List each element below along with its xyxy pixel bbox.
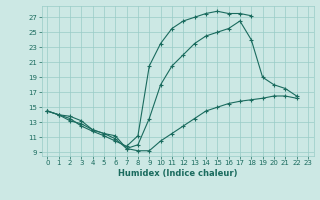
X-axis label: Humidex (Indice chaleur): Humidex (Indice chaleur): [118, 169, 237, 178]
